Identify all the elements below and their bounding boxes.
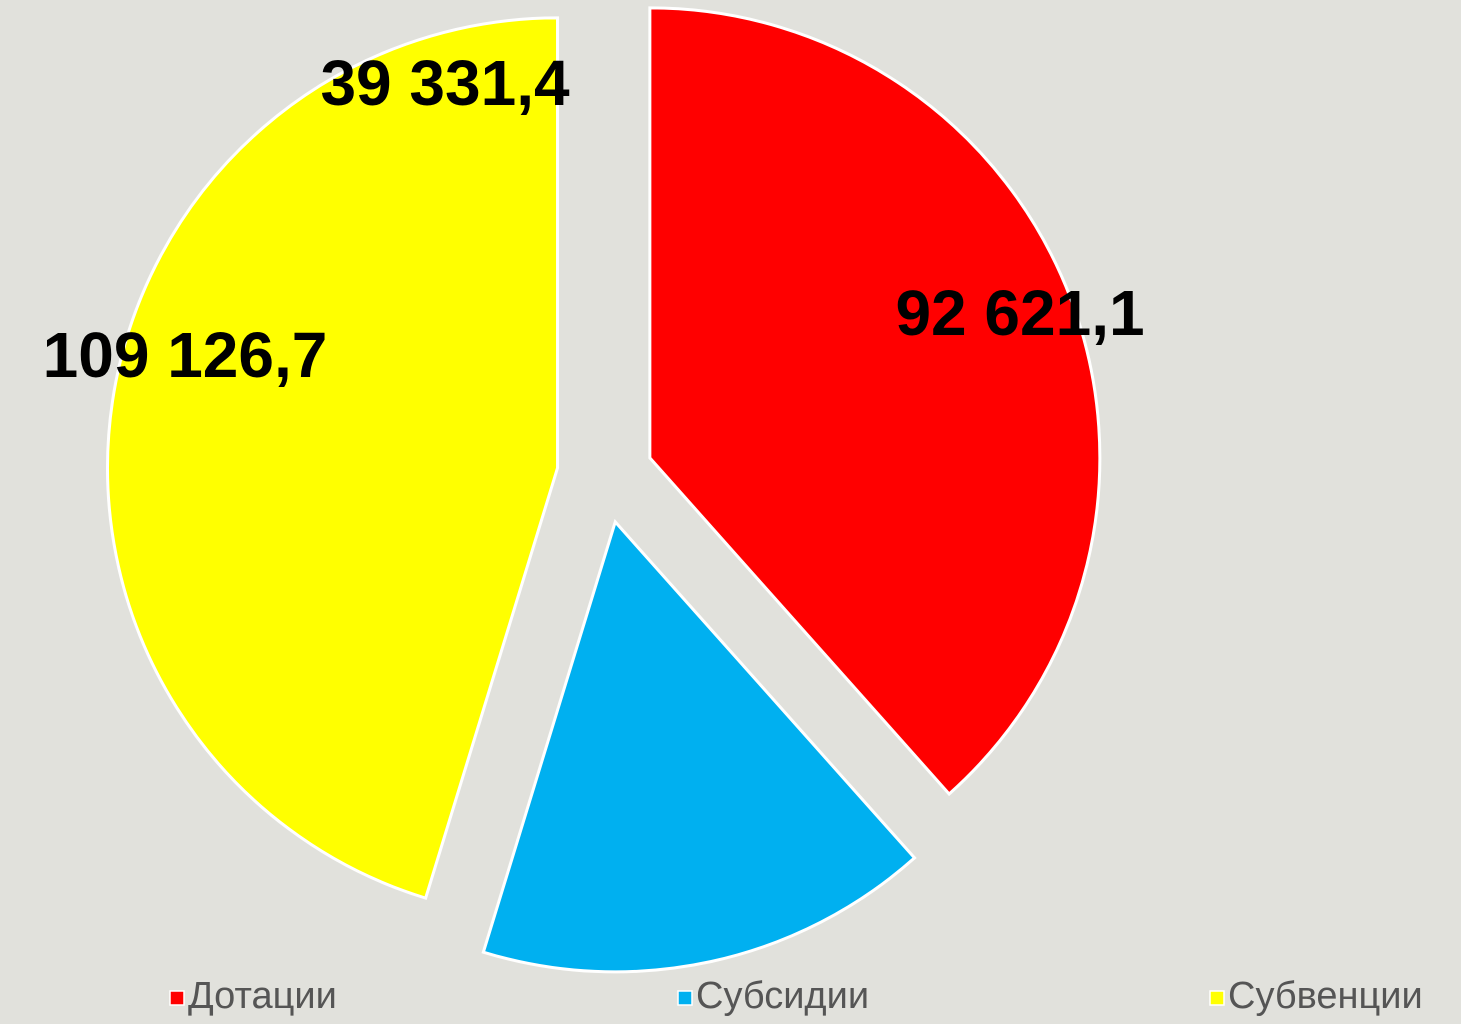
legend-swatch — [169, 990, 185, 1006]
legend-swatch — [1209, 990, 1225, 1006]
data-label: 39 331,4 — [320, 47, 570, 119]
legend-label: Дотации — [188, 975, 337, 1017]
legend-label: Субсидии — [696, 975, 869, 1017]
legend-label: Субвенции — [1228, 975, 1423, 1017]
legend-swatch — [677, 990, 693, 1006]
pie-slice — [106, 16, 560, 901]
data-label: 92 621,1 — [895, 277, 1144, 349]
pie-slice — [481, 518, 917, 974]
data-label: 109 126,7 — [43, 319, 328, 391]
pie-slice — [648, 6, 1102, 797]
